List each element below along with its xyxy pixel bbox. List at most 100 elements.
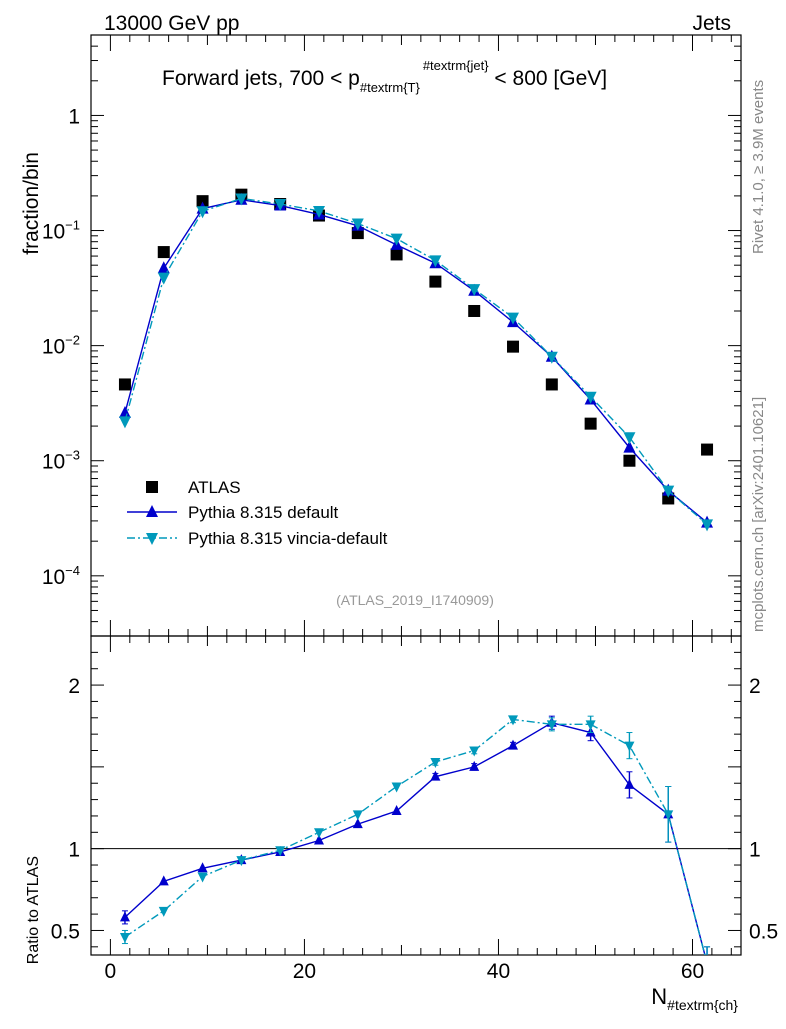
legend-label-atlas: ATLAS	[188, 478, 241, 497]
ratio-point-pythia-8-315-vincia-default	[391, 782, 402, 793]
ratio-point-pythia-8-315-default	[624, 778, 635, 789]
top-y-tick-label-exponent: −4	[65, 563, 80, 578]
point-atlas	[429, 275, 442, 288]
point-pythia-8-315-vincia-default	[390, 233, 403, 246]
ratio-point-pythia-8-315-default	[508, 739, 519, 750]
ratio-point-pythia-8-315-vincia-default	[119, 933, 130, 944]
ratio-point-pythia-8-315-vincia-default	[469, 746, 480, 757]
point-pythia-8-315-vincia-default	[312, 205, 325, 218]
point-pythia-8-315-vincia-default	[662, 485, 675, 498]
bottom-y-tick-label-left: 2	[68, 675, 80, 698]
ratio-point-pythia-8-315-vincia-default	[236, 856, 247, 867]
axis-ticks: 110−110−210−310−42 21 10.5 0.50 20 40 60	[42, 34, 778, 983]
point-pythia-8-315-vincia-default	[584, 391, 597, 404]
ratio-point-pythia-8-315-default	[158, 875, 169, 886]
point-pythia-8-315-default	[118, 405, 131, 418]
top-y-tick-label: 10−1	[42, 218, 80, 244]
top-y-tick-label: 10−4	[42, 563, 80, 589]
plot-title-end: < 800 [GeV]	[489, 67, 608, 90]
ratio-point-pythia-8-315-vincia-default	[585, 720, 596, 731]
ratio-point-pythia-8-315-default	[197, 862, 208, 873]
top-y-tick-label-base: 10	[42, 221, 65, 244]
point-atlas	[623, 454, 636, 467]
x-tick-label: 40	[487, 960, 510, 983]
ratio-line-pythia-8-315-vincia-default	[124, 718, 706, 955]
ratio-point-pythia-8-315-vincia-default	[352, 810, 363, 821]
x-tick-label: 20	[293, 960, 316, 983]
ratio-point-pythia-8-315-vincia-default	[624, 741, 635, 752]
top-y-tick-label-base: 10	[42, 566, 65, 589]
bottom-y-tick-label-left: 1	[68, 839, 80, 862]
data-series	[118, 188, 714, 532]
top-series-group	[118, 188, 714, 532]
top-y-tick-label-base: 10	[42, 451, 65, 474]
point-atlas	[118, 378, 131, 391]
top-y-tick-label: 1	[68, 105, 80, 128]
point-pythia-8-315-vincia-default	[507, 312, 520, 325]
ratio-point-pythia-8-315-default	[313, 834, 324, 845]
ratio-series	[119, 715, 711, 955]
bottom-y-tick-label-left: 0.5	[51, 920, 80, 943]
legend-label-pythia-8-315-default: Pythia 8.315 default	[188, 503, 339, 522]
legend-marker-pythia-8-315-default	[146, 505, 158, 517]
point-pythia-8-315-vincia-default	[235, 193, 248, 206]
header-right-label: Jets	[692, 12, 731, 35]
bottom-y-tick-label-right: 2	[749, 675, 761, 698]
top-y-tick-label-exponent: −1	[65, 218, 80, 233]
point-pythia-8-315-vincia-default	[468, 284, 481, 297]
point-atlas	[545, 378, 558, 391]
point-pythia-8-315-vincia-default	[196, 206, 209, 219]
point-atlas	[507, 340, 520, 353]
bottom-panel-frame	[90, 635, 742, 956]
top-y-tick-label-base: 1	[68, 105, 80, 128]
point-atlas	[468, 304, 481, 317]
ratio-point-pythia-8-315-vincia-default	[275, 846, 286, 857]
point-pythia-8-315-vincia-default	[118, 416, 131, 429]
ratio-point-pythia-8-315-vincia-default	[158, 906, 169, 917]
ratio-point-pythia-8-315-vincia-default	[430, 757, 441, 768]
ratio-point-pythia-8-315-vincia-default	[313, 828, 324, 839]
point-atlas	[584, 417, 597, 430]
x-tick-label: 60	[681, 960, 704, 983]
top-y-axis-label: fraction/bin	[20, 152, 43, 255]
point-atlas	[390, 248, 403, 261]
legend: ATLAS Pythia 8.315 default Pythia 8.315 vi…	[127, 478, 388, 548]
point-atlas	[196, 195, 209, 208]
top-y-tick-label-base: 10	[42, 336, 65, 359]
rivet-version-label: Rivet 4.1.0, ≥ 3.9M events	[750, 80, 767, 254]
header-left-label: 13000 GeV pp	[104, 12, 239, 35]
ratio-point-pythia-8-315-vincia-default	[663, 810, 674, 821]
plot-title: Forward jets, 700 < p#textrm{T}#textrm{j…	[162, 58, 607, 95]
analysis-tag: (ATLAS_2019_I1740909)	[336, 592, 494, 608]
legend-label-pythia-8-315-vincia-default: Pythia 8.315 vincia-default	[188, 529, 388, 548]
series-line-pythia-8-315-vincia-default	[124, 197, 708, 525]
point-pythia-8-315-default	[157, 261, 170, 274]
ratio-point-pythia-8-315-default	[352, 818, 363, 829]
point-pythia-8-315-vincia-default	[351, 218, 364, 231]
ratio-point-pythia-8-315-default	[469, 760, 480, 771]
plot-title-subscript: #textrm{T}	[360, 80, 421, 95]
ratio-point-pythia-8-315-vincia-default	[546, 720, 557, 731]
series-line-pythia-8-315-default	[124, 199, 708, 524]
ratio-line-pythia-8-315-default	[124, 721, 706, 955]
ratio-point-pythia-8-315-vincia-default	[508, 715, 519, 726]
x-axis-label: N#textrm{ch}	[651, 984, 738, 1013]
legend-marker-pythia-8-315-vincia-default	[146, 533, 158, 545]
mcplots-reference-label: mcplots.cern.ch [arXiv:2401.10621]	[750, 397, 767, 632]
plot-title-main: Forward jets, 700 < p	[162, 67, 360, 90]
ratio-series-group	[119, 715, 711, 955]
point-pythia-8-315-vincia-default	[623, 432, 636, 445]
top-y-tick-label: 10−3	[42, 448, 80, 474]
bottom-y-tick-label-right: 0.5	[749, 920, 778, 943]
ratio-point-pythia-8-315-default	[119, 911, 130, 922]
point-pythia-8-315-vincia-default	[701, 519, 714, 532]
bottom-y-tick-label-right: 1	[749, 839, 761, 862]
ratio-point-pythia-8-315-vincia-default	[197, 872, 208, 883]
point-atlas	[157, 246, 170, 259]
point-pythia-8-315-vincia-default	[545, 351, 558, 364]
x-tick-label: 0	[105, 960, 117, 983]
bottom-y-axis-label: Ratio to ATLAS	[25, 856, 42, 964]
top-y-tick-label-exponent: −3	[65, 448, 80, 463]
